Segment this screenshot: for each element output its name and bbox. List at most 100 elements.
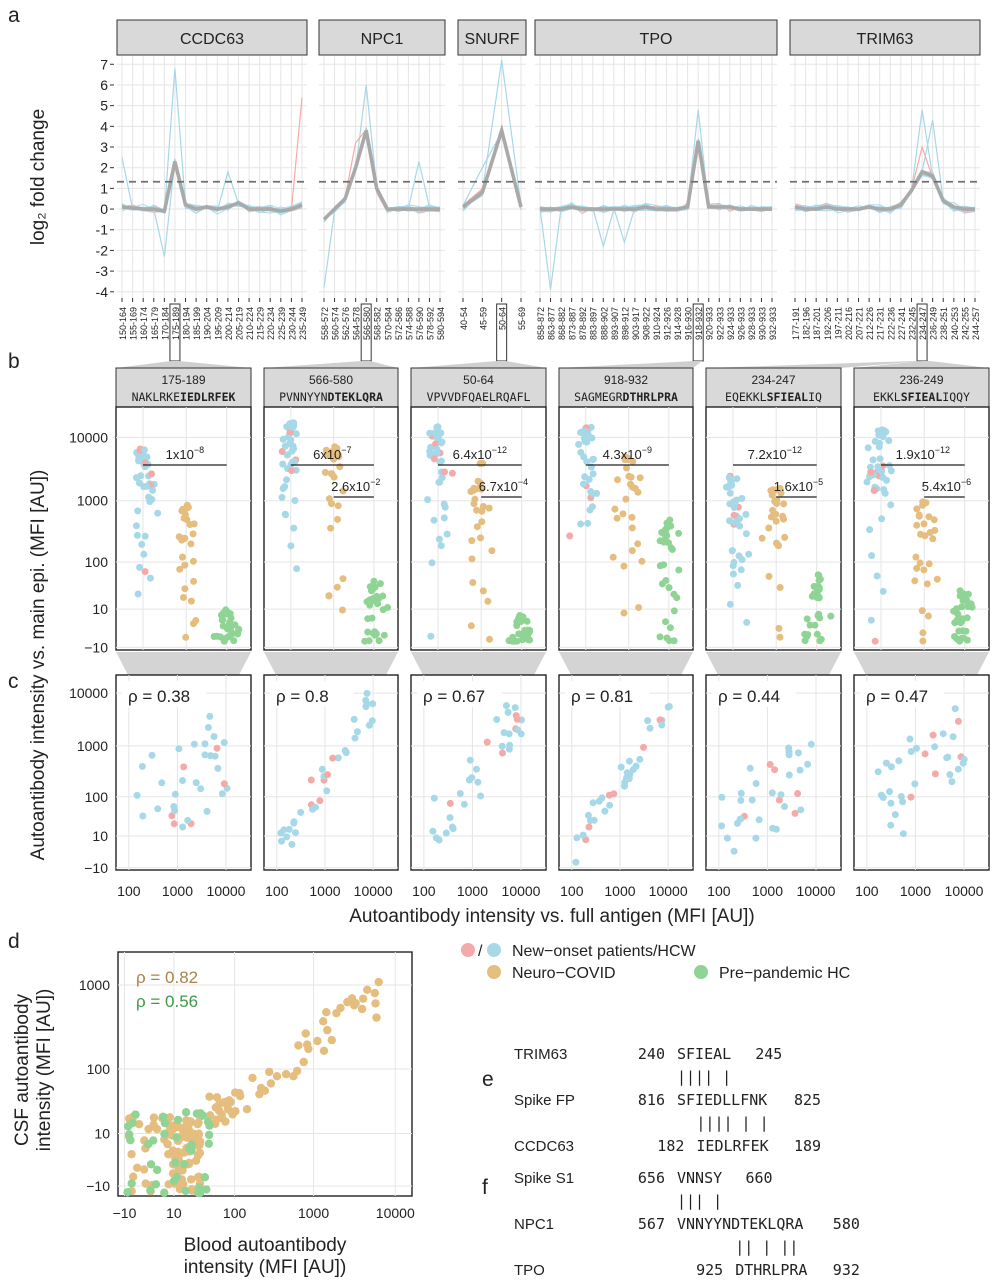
point-neuro-covid [609,553,617,561]
point-neuro-covid [272,1072,282,1081]
point-neuro-covid [929,535,937,543]
point-neuro-covid [374,977,383,987]
point-neuro-covid [190,520,198,528]
point-new-onset [133,531,141,539]
sequence-part: IEDLRFEK [180,390,235,404]
panel-a-x-tick: 202-216 [844,307,854,340]
point-neuro-covid [334,515,341,523]
connectors-a-to-b [116,361,989,368]
alignment-end: 580 [833,1215,860,1233]
point-prepandemic-hc [656,633,664,641]
point-correlation [350,715,358,723]
facet-background [790,56,980,298]
point-correlation [796,766,804,774]
point-prepandemic-hc [675,529,683,537]
point-neuro-covid [349,1001,359,1010]
point-new-onset [291,458,299,466]
sequence-part: DTEKLQRA [328,390,383,404]
point-correlation [466,756,474,764]
rho-label: ρ = 0.44 [718,687,780,706]
point-correlation [771,766,779,774]
panel-b-facet-236-249: 236-249 EKKLSFIEALIQQY 1.9x10−12 5.4x10−6 [853,367,990,651]
sequence-part: VPVVDFQAELRQAFL [427,390,531,404]
rho-label: ρ = 0.47 [866,687,928,706]
point-neuro-covid [195,1148,205,1158]
panel-c-y-tick: −10 [84,860,108,876]
panel-a-x-tick: 922-933 [715,307,725,340]
point-neuro-covid [328,500,335,508]
point-correlation [772,825,780,833]
zoom-connector [559,361,703,368]
point-neuro-covid [134,1120,144,1129]
panel-a-y-tick: -3 [96,263,109,279]
point-neuro-covid [772,517,780,525]
point-correlation [913,744,920,752]
point-prepandemic-hc [815,576,823,584]
point-correlation [323,787,331,795]
point-new-onset [430,516,438,524]
p-value-all: 4.3x10−9 [603,445,652,462]
point-correlation [138,762,146,770]
point-correlation [730,847,738,855]
point-correlation [785,751,793,759]
panel-c-x-tick: 10000 [207,883,246,899]
point-neuro-covid [758,534,766,542]
point-prepandemic-hc [160,1129,169,1139]
point-new-onset [733,517,741,525]
point-prepandemic-hc [523,617,531,625]
point-neuro-covid [179,553,186,561]
point-prepandemic-hc [224,633,231,641]
point-new-onset [143,453,151,461]
point-neuro-covid [303,1040,312,1049]
rho-neuro-covid: ρ = 0.82 [136,968,198,987]
panel-a-x-tick: 910-924 [652,307,662,340]
point-prepandemic-hc [213,632,221,640]
point-correlation [363,700,371,708]
alignment-name: Spike S1 [514,1170,574,1187]
point-new-onset [287,436,295,444]
point-neuro-covid [357,1004,367,1014]
point-new-onset [873,572,881,580]
point-correlation [498,742,506,750]
point-prepandemic-hc [954,610,962,618]
point-neuro-covid [186,1175,196,1184]
point-new-onset [136,456,144,464]
point-prepandemic-hc [171,1158,180,1167]
point-new-onset [869,456,877,464]
point-prepandemic-hc [205,1121,214,1130]
point-neuro-covid [332,1009,341,1018]
point-new-onset [288,467,296,475]
point-neuro-covid [214,1106,224,1115]
point-prepandemic-hc [959,627,967,635]
p-mantissa: 1x10 [166,447,194,462]
panel-a-x-tick: 227-241 [897,307,907,340]
point-prepandemic-hc [827,612,835,620]
point-correlation [280,826,288,834]
point-correlation [430,794,438,802]
point-correlation [474,778,482,786]
point-new-onset [868,552,876,560]
point-new-onset [577,520,585,528]
panel-a-x-tick: 868-882 [557,307,567,340]
panel-a-x-tick: 898-912 [620,307,630,340]
p-exponent: −5 [813,477,823,487]
sequence-part: IQ [808,390,822,404]
panel-d-y-tick: −10 [86,1178,110,1194]
point-new-onset [135,479,143,487]
alignment-sequence: IEDLRFEK [696,1137,768,1155]
point-new-onset [141,568,149,576]
point-prepandemic-hc [180,1160,189,1169]
point-neuro-covid [623,464,630,472]
point-new-onset [879,474,887,481]
point-correlation [573,834,581,842]
point-new-onset [588,434,596,442]
point-new-onset [288,447,296,455]
alignment-end: 660 [746,1169,773,1187]
point-neuro-covid [359,994,368,1003]
panel-b-facet-566-580: 566-580 PVNNYYNDTEKLQRA 6x10−7 2.6x10−2 [263,367,399,651]
facet-strip-label: TRIM63 [857,31,914,48]
panel-d-y-label-line2: intensity (MFI [AU]) [34,989,55,1152]
point-neuro-covid [478,518,486,526]
point-neuro-covid [325,592,333,600]
point-neuro-covid [294,1041,303,1050]
